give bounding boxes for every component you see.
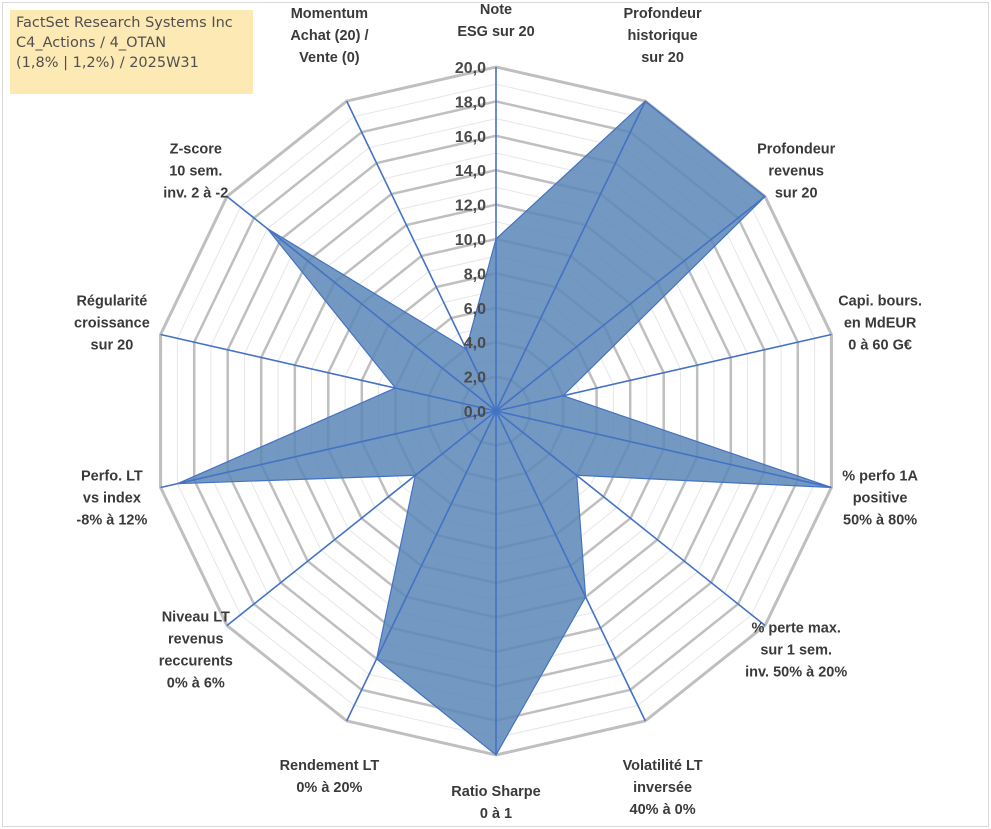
axis-label: Profondeur historique sur 20 (624, 6, 702, 66)
axis-label: Régularité croissance sur 20 (74, 293, 150, 353)
axis-label: Perfo. LT vs index -8% à 12% (76, 469, 147, 529)
title-line-company: FactSet Research Systems Inc (16, 15, 233, 31)
axis-spoke (495, 333, 832, 412)
axis-label: Profondeur revenus sur 20 (757, 142, 835, 202)
axis-spoke (495, 410, 647, 722)
axis-spoke (345, 410, 497, 722)
tick-label: 0,0 (464, 404, 486, 421)
tick-label: 18,0 (455, 94, 486, 111)
tick-label: 4,0 (464, 335, 486, 352)
axis-label: % perte max. sur 1 sem. inv. 50% à 20% (745, 620, 847, 680)
tick-label: 8,0 (464, 266, 486, 283)
axis-label: Niveau LT revenus reccurents 0% à 6% (159, 609, 233, 691)
tick-labels: 0,0 2,0 4,0 6,0 8,0 10,0 12,0 14,0 16,0 18,0 20,0 (455, 60, 486, 421)
axis-label: Capi. bours. en MdEUR 0 à 60 G€ (838, 293, 922, 353)
axis-spoke (495, 410, 832, 489)
axis-label: Note ESG sur 20 (457, 2, 534, 40)
axis-spoke (495, 195, 766, 412)
axis-label: Momentum Achat (20) / Vente (0) (290, 6, 368, 66)
tick-label: 16,0 (455, 129, 486, 146)
axis-spoke (160, 410, 497, 489)
tick-label: 14,0 (455, 163, 486, 180)
title-line-category: C4_Actions / 4_OTAN (16, 35, 167, 51)
tick-label: 2,0 (464, 370, 486, 387)
axis-label: % perfo 1A positive 50% à 80% (842, 469, 918, 529)
axis-label: Volatilité LT inversée 40% à 0% (623, 758, 703, 818)
tick-label: 12,0 (455, 198, 486, 215)
axis-label: Z-score 10 sem. inv. 2 à -2 (163, 142, 228, 202)
axis-labels: Note ESG sur 20 Profondeur historique sur 20… (74, 2, 922, 822)
axis-spoke (495, 410, 766, 627)
tick-label: 6,0 (464, 301, 486, 318)
axis-label: Rendement LT 0% à 20% (280, 758, 380, 796)
axis-spoke (226, 410, 497, 627)
tick-label: 20,0 (455, 60, 486, 77)
axis-spokes (160, 67, 832, 755)
axis-label: Ratio Sharpe 0 à 1 (451, 784, 540, 822)
axis-spoke (226, 195, 497, 412)
axis-spoke (345, 100, 497, 412)
axis-spoke (160, 333, 497, 412)
title-line-stats: (1,8% | 1,2%) / 2025W31 (16, 55, 199, 71)
tick-label: 10,0 (455, 232, 486, 249)
title-box: FactSet Research Systems Inc C4_Actions … (10, 10, 253, 94)
axis-spoke (495, 100, 647, 412)
